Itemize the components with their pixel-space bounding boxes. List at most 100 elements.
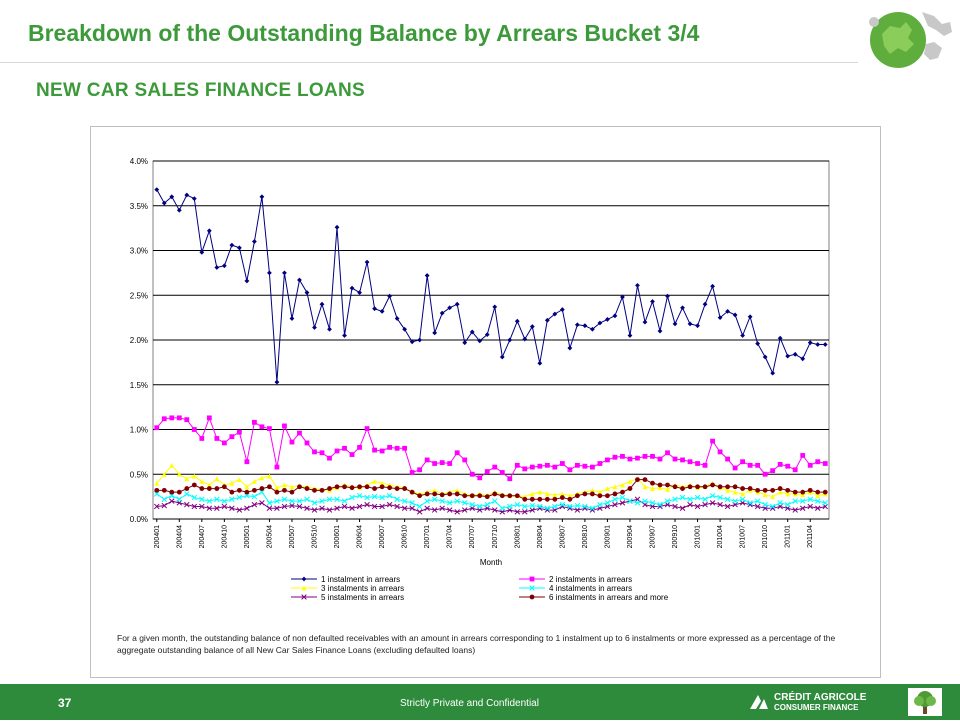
data-point <box>642 498 648 504</box>
x-tick-label: 200504 <box>266 525 273 548</box>
data-point <box>244 459 250 465</box>
data-point <box>544 491 550 497</box>
data-point <box>605 493 610 499</box>
data-point <box>769 505 776 512</box>
data-point <box>777 335 783 341</box>
data-point <box>544 496 550 502</box>
x-tick-label: 201004 <box>717 525 724 548</box>
x-axis-label: Month <box>480 558 502 567</box>
series-line <box>156 498 826 513</box>
data-point <box>799 498 806 504</box>
data-point <box>289 316 295 321</box>
data-point <box>567 503 573 510</box>
data-point <box>492 304 498 310</box>
data-point <box>672 496 678 503</box>
data-point <box>184 417 190 423</box>
data-point <box>589 505 596 512</box>
data-point <box>319 301 325 307</box>
data-point <box>267 473 272 479</box>
y-tick-label: 3.0% <box>130 247 148 256</box>
data-point <box>176 489 182 495</box>
data-point <box>266 500 273 506</box>
data-point <box>792 498 798 504</box>
data-point <box>499 493 505 499</box>
data-point <box>799 505 806 512</box>
data-point <box>732 498 738 504</box>
data-point <box>447 305 453 311</box>
data-point <box>469 493 475 499</box>
data-point <box>274 464 280 470</box>
legend-label: 4 instalments in arrears <box>549 584 632 593</box>
data-point <box>477 475 483 481</box>
data-point <box>725 484 730 490</box>
data-point <box>161 502 168 509</box>
data-point <box>424 491 430 497</box>
data-point <box>769 503 776 510</box>
data-point <box>740 486 746 491</box>
data-point <box>191 482 197 488</box>
data-point <box>702 496 708 503</box>
legend-label: 2 instalments in arrears <box>549 575 632 584</box>
data-point <box>319 498 325 504</box>
data-point <box>432 330 438 336</box>
data-point <box>229 496 235 503</box>
data-point <box>289 484 295 490</box>
data-point <box>236 487 242 493</box>
data-point <box>327 486 332 491</box>
data-point <box>214 505 220 512</box>
data-point <box>619 494 626 501</box>
data-point <box>687 484 693 490</box>
data-point <box>815 459 821 465</box>
data-point <box>635 455 640 461</box>
tree-icon <box>914 691 936 714</box>
data-point <box>184 476 190 482</box>
data-point <box>387 445 392 450</box>
data-point <box>657 482 663 488</box>
x-tick-label: 200710 <box>492 525 499 548</box>
data-point <box>176 207 182 213</box>
data-point <box>199 503 205 510</box>
data-point <box>492 498 498 504</box>
data-point <box>334 448 340 454</box>
legend-entry: 4 instalments in arrears <box>519 584 632 593</box>
data-point <box>709 500 716 506</box>
data-point <box>161 496 168 503</box>
data-point <box>327 455 332 461</box>
data-point <box>312 325 317 330</box>
data-point <box>154 425 160 431</box>
data-point <box>604 500 611 506</box>
data-point <box>357 290 362 295</box>
data-point <box>461 500 468 506</box>
data-point <box>409 500 415 506</box>
data-point <box>252 239 257 244</box>
data-point <box>484 494 490 500</box>
data-point <box>477 338 483 344</box>
data-point <box>747 500 753 506</box>
data-point <box>822 500 828 506</box>
data-point <box>236 507 243 513</box>
data-point <box>507 337 513 343</box>
data-point <box>544 507 551 513</box>
data-point <box>807 496 813 503</box>
data-point <box>770 370 776 376</box>
data-point <box>296 503 303 510</box>
data-point <box>364 484 370 490</box>
data-point <box>432 487 438 493</box>
y-tick-label: 0.0% <box>130 515 148 524</box>
data-point <box>341 503 348 510</box>
data-point <box>446 500 453 506</box>
data-point <box>289 498 295 504</box>
data-point <box>282 487 287 493</box>
data-point <box>379 503 385 510</box>
data-point <box>537 496 543 502</box>
data-point <box>244 489 250 495</box>
data-point <box>529 464 535 470</box>
data-point <box>447 491 453 497</box>
x-tick-label: 200807 <box>559 525 566 548</box>
data-point <box>252 487 257 493</box>
data-point <box>229 505 235 512</box>
data-point <box>582 463 588 469</box>
data-point <box>161 487 167 493</box>
series-5 <box>154 496 828 515</box>
data-point <box>169 489 175 495</box>
